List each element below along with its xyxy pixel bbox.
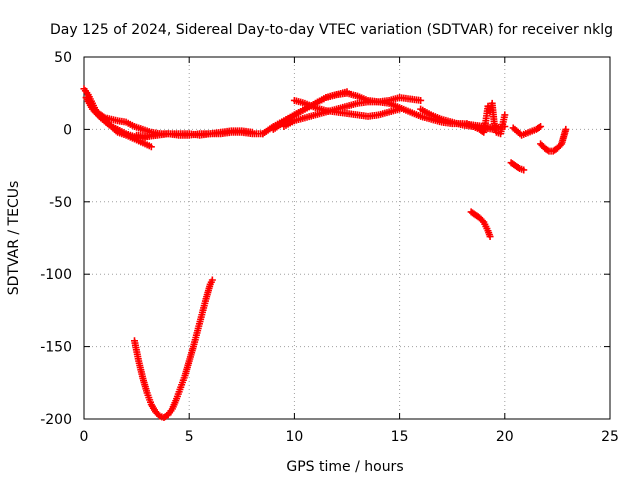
data-point <box>501 111 509 119</box>
x-axis-label: GPS time / hours <box>286 459 403 475</box>
y-tick-label: 0 <box>63 122 72 138</box>
data-point <box>537 123 545 131</box>
y-tick-label: -200 <box>40 412 72 428</box>
data-point <box>535 123 543 131</box>
x-tick-label: 20 <box>496 429 514 445</box>
y-tick-label: -100 <box>40 267 72 283</box>
x-tick-label: 0 <box>80 429 89 445</box>
data-point <box>544 146 552 154</box>
data-point <box>248 128 256 136</box>
data-point <box>154 411 162 419</box>
axis-ticks <box>83 56 611 420</box>
data-point <box>486 233 494 241</box>
data-point <box>520 166 528 174</box>
data-point <box>562 125 570 133</box>
data-point <box>417 96 425 104</box>
y-axis-label: SDTVAR / TECUs <box>6 181 22 296</box>
data-point <box>396 105 404 113</box>
data-point <box>514 164 522 172</box>
data-point <box>147 143 155 151</box>
data-point <box>478 217 486 225</box>
data-points <box>80 85 570 422</box>
y-tick-label: -50 <box>49 195 72 211</box>
y-tick-label: 50 <box>54 50 72 66</box>
x-tick-label: 25 <box>601 429 619 445</box>
x-tick-label: 10 <box>285 429 303 445</box>
chart-title: Day 125 of 2024, Sidereal Day-to-day VTE… <box>50 22 613 38</box>
y-tick-label: -150 <box>40 340 72 356</box>
x-tick-label: 15 <box>391 429 409 445</box>
x-tick-label: 5 <box>185 429 194 445</box>
plot-frame <box>83 56 611 420</box>
tick-labels: 0 5 10 15 20 25 50 0 -50 -100 -150 -200 <box>40 50 619 445</box>
data-point <box>208 276 216 284</box>
